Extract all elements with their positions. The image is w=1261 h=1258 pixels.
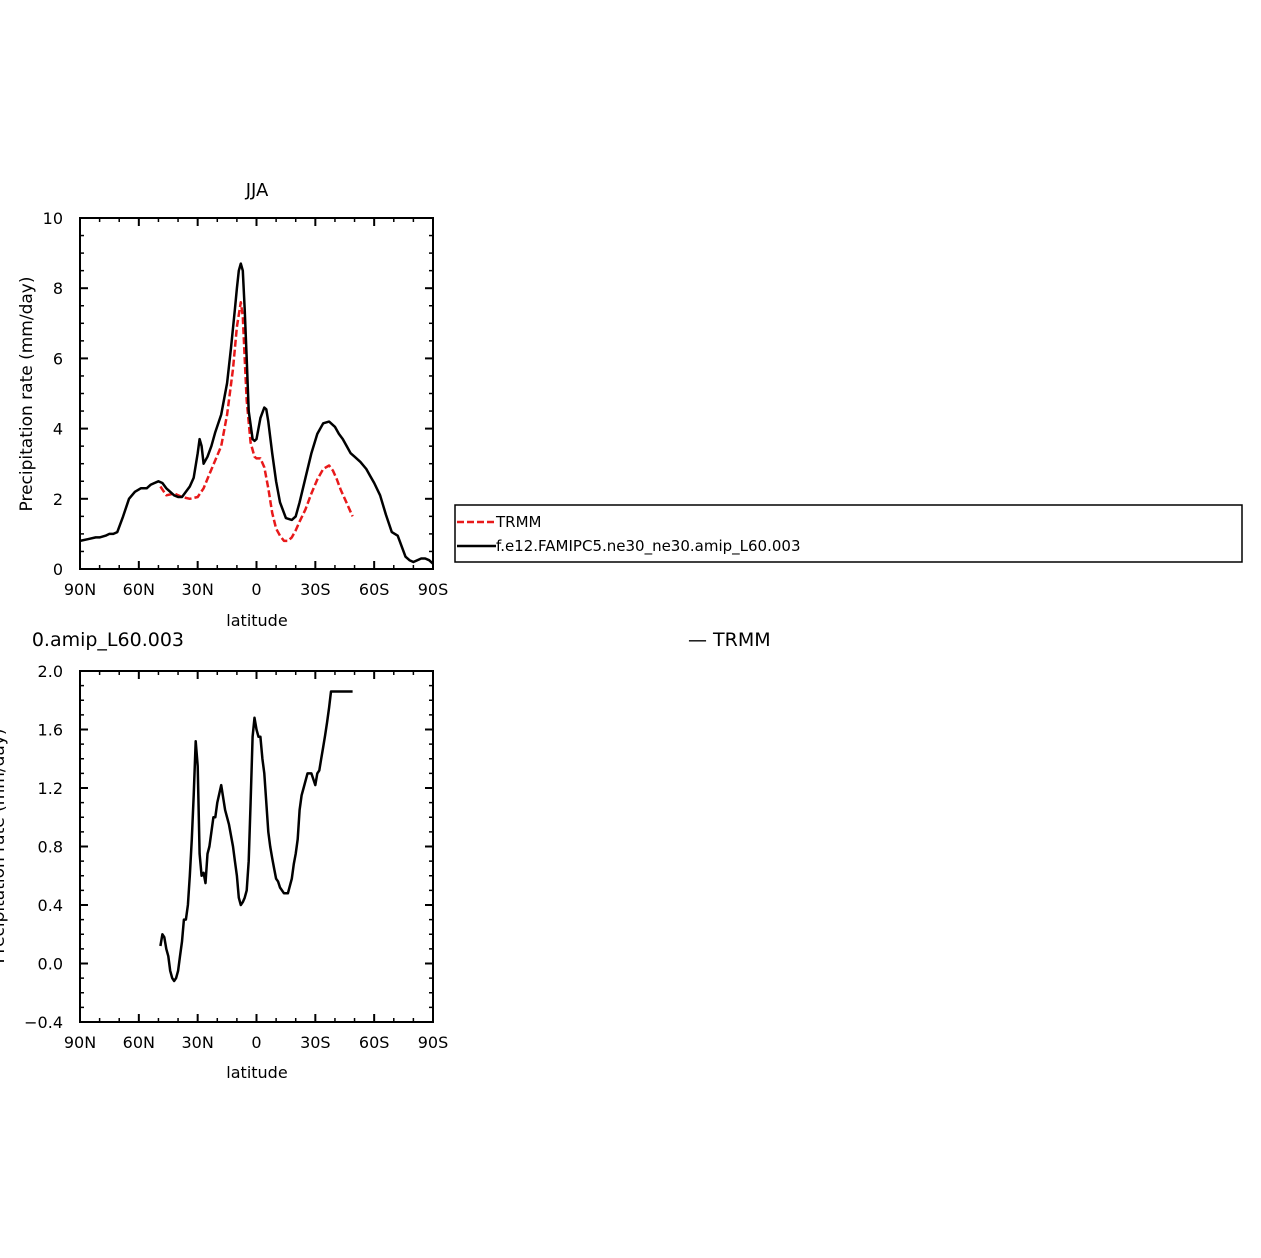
legend-label-trmm: TRMM	[495, 513, 541, 531]
panel2-x-tick-label: 90N	[64, 1033, 96, 1052]
panel2-title-left: 0.amip_L60.003	[32, 629, 184, 651]
legend: TRMM f.e12.FAMIPC5.ne30_ne30.amip_L60.00…	[454, 504, 1243, 563]
legend-label-model: f.e12.FAMIPC5.ne30_ne30.amip_L60.003	[496, 537, 801, 556]
panel1-y-tick-label: 4	[53, 420, 63, 439]
panel2-y-tick-label: 0.4	[38, 896, 63, 915]
panel2-y-tick-label: 2.0	[38, 662, 63, 681]
panel2-series	[159, 690, 353, 983]
panel1-y-tick-label: 10	[43, 209, 63, 228]
panel2-x-axis-label: latitude	[226, 1063, 287, 1082]
panel2-y-tick-label: 1.2	[38, 779, 63, 798]
panel2-x-tick-label: 60S	[359, 1033, 390, 1052]
panel2-x-tick-label: 30N	[182, 1033, 214, 1052]
panel2-x-tick-label: 60N	[123, 1033, 155, 1052]
panel1-y-tick-label: 6	[53, 349, 63, 368]
panel1-y-tick-label: 2	[53, 490, 63, 509]
panel1-y-tick-label: 0	[53, 560, 63, 579]
panel1-x-tick-label: 60S	[359, 580, 390, 599]
panel2-series-line-0	[159, 690, 353, 983]
panel1-series-line-0	[159, 300, 354, 543]
panel1-x-tick-label: 30N	[182, 580, 214, 599]
panel1-title: JJA	[245, 180, 269, 201]
panel2-ticks: 90N 60N 30N 0 30S 60S 90S −0.4 0.0 0.4 0.8 1.2 1.6 2.…	[24, 662, 448, 1052]
panel1-y-tick-label: 8	[53, 279, 63, 298]
panel1-plot-frame	[79, 217, 434, 570]
panel1-x-tick-label: 60N	[123, 580, 155, 599]
panel2-title-right: — TRMM	[688, 629, 771, 651]
panel2-y-tick-label: 1.6	[38, 721, 63, 740]
panel2-y-axis-label: Precipitation rate (mm/day)	[0, 729, 9, 964]
panel2-x-tick-label: 90S	[418, 1033, 449, 1052]
panel1-ticks: 90N 60N 30N 0 30S 60S 90S 0 2 4 6 8 10	[43, 209, 449, 599]
panel1-x-tick-label: 90S	[418, 580, 449, 599]
panel2-x-tick-label: 0	[251, 1033, 261, 1052]
panel1-y-axis-label: Precipitation rate (mm/day)	[17, 277, 37, 512]
panel-difference: 0.amip_L60.003 — TRMM 90N 60N 30N 0 30S 60S 90…	[0, 629, 771, 1082]
panel2-x-tick-label: 30S	[300, 1033, 331, 1052]
legend-box	[454, 504, 1243, 563]
panel2-y-tick-label: 0.8	[38, 838, 63, 857]
panel1-x-axis-label: latitude	[226, 611, 287, 630]
panel1-x-tick-label: 0	[251, 580, 261, 599]
panel1-x-tick-label: 90N	[64, 580, 96, 599]
panel1-series-line-1	[79, 262, 434, 565]
panel1-x-tick-label: 30S	[300, 580, 331, 599]
panel2-y-tick-label: −0.4	[24, 1013, 63, 1032]
panel1-series	[79, 262, 434, 565]
panel2-y-tick-label: 0.0	[38, 955, 63, 974]
